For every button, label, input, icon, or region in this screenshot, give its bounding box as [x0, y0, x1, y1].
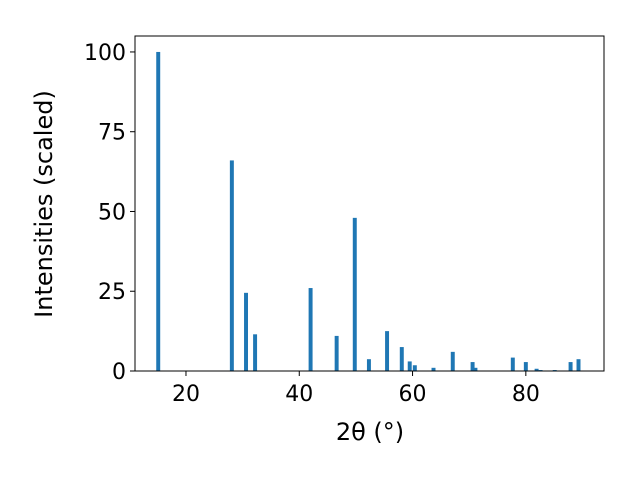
bar [385, 331, 390, 371]
x-tick-label: 60 [399, 382, 427, 407]
bar [156, 51, 161, 371]
bar [470, 362, 475, 371]
bar [366, 359, 371, 371]
bar [431, 367, 436, 371]
bar [473, 367, 478, 371]
bar [534, 368, 539, 371]
bar [450, 351, 455, 371]
y-tick-label: 50 [98, 200, 126, 225]
bar [510, 357, 515, 371]
bar [399, 347, 404, 371]
bar [229, 160, 234, 371]
plot-frame [134, 35, 605, 372]
x-tick-label: 80 [512, 382, 540, 407]
bar [334, 335, 339, 371]
x-tick-label: 40 [285, 382, 313, 407]
x-tick-label: 20 [172, 382, 200, 407]
y-tick-label: 25 [98, 280, 126, 305]
bar [412, 365, 417, 371]
bar [568, 362, 573, 371]
bar [253, 334, 258, 371]
y-tick-label: 0 [112, 360, 126, 385]
x-axis-label: 2θ (°) [336, 418, 404, 446]
bar [523, 362, 528, 371]
bar [308, 288, 313, 371]
bar [244, 292, 249, 371]
y-axis-label: Intensities (scaled) [30, 90, 58, 318]
bar [407, 361, 412, 371]
y-tick-label: 100 [84, 41, 126, 66]
bar [352, 217, 357, 371]
y-tick-label: 75 [98, 121, 126, 146]
bar [576, 359, 581, 371]
